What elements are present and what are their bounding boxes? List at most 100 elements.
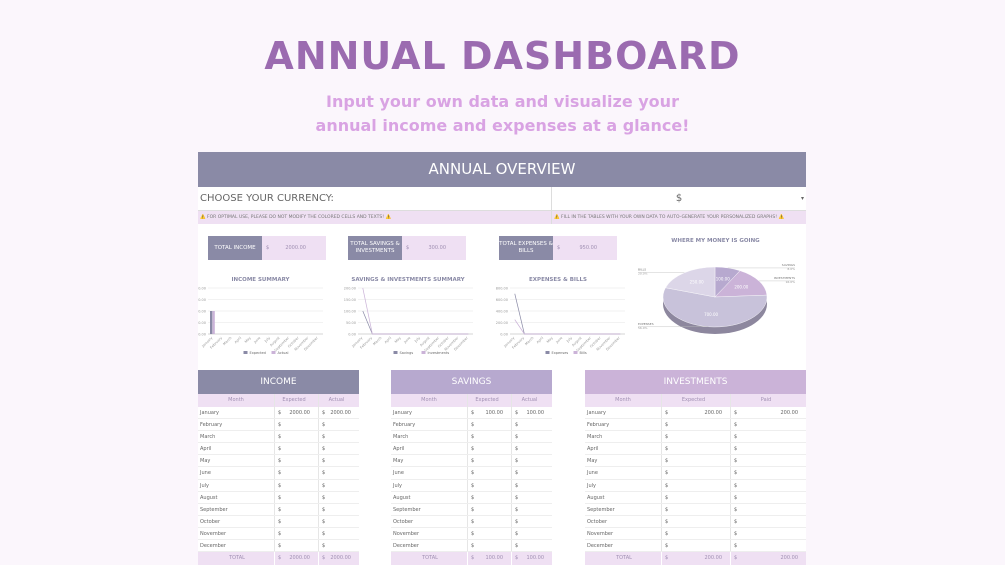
expected-cell[interactable]: $	[467, 515, 511, 527]
actual-cell[interactable]: $	[511, 431, 552, 443]
actual-cell[interactable]: $	[730, 467, 806, 479]
total-label: TOTAL	[229, 555, 245, 562]
expected-cell[interactable]: $	[467, 443, 511, 455]
actual-cell[interactable]: $	[318, 479, 359, 491]
expected-cell[interactable]: $	[274, 527, 318, 540]
actual-cell[interactable]: $	[511, 443, 552, 455]
actual-cell[interactable]: $2000.00	[318, 407, 359, 419]
actual-cell[interactable]: $	[730, 491, 806, 503]
actual-cell[interactable]: $	[511, 503, 552, 515]
expected-cell[interactable]: $	[661, 479, 730, 491]
pie-pct-label: 8.0%	[787, 267, 795, 271]
actual-cell[interactable]: $	[318, 503, 359, 515]
expected-cell[interactable]: $	[274, 491, 318, 503]
x-tick-label: July	[263, 336, 271, 344]
pie-value-label: 100.00	[716, 277, 730, 282]
actual-cell[interactable]: $	[318, 455, 359, 467]
expected-cell[interactable]: $	[661, 443, 730, 455]
actual-cell[interactable]: $	[730, 455, 806, 467]
pie-category-label: SAVINGS	[782, 263, 795, 267]
actual-cell[interactable]: $	[730, 527, 806, 540]
expected-cell[interactable]: $	[467, 431, 511, 443]
expected-cell[interactable]: $	[467, 419, 511, 431]
actual-cell[interactable]: $	[318, 515, 359, 527]
currency-symbol: $	[734, 434, 738, 441]
table-row: May $ $	[391, 455, 552, 468]
expected-cell[interactable]: $	[467, 455, 511, 467]
x-tick-label: August	[419, 335, 431, 347]
x-tick-label: December	[303, 335, 319, 351]
actual-cell[interactable]: $	[511, 419, 552, 431]
month-cell: January	[200, 410, 219, 416]
line-savings	[362, 310, 469, 335]
actual-cell[interactable]: $	[511, 479, 552, 491]
expected-cell[interactable]: $	[467, 503, 511, 515]
x-tick-label: March	[372, 336, 382, 346]
actual-cell[interactable]: $	[318, 419, 359, 431]
actual-cell[interactable]: $	[511, 455, 552, 467]
y-tick-label: 0.00	[500, 333, 508, 337]
expected-cell[interactable]: $	[661, 527, 730, 540]
actual-cell[interactable]: $	[730, 503, 806, 515]
actual-cell[interactable]: $	[318, 491, 359, 503]
expected-cell[interactable]: $	[274, 419, 318, 431]
expected-cell[interactable]: $	[274, 540, 318, 552]
currency-symbol: $	[515, 506, 519, 513]
expected-cell[interactable]: $	[661, 431, 730, 443]
expected-cell[interactable]: $	[467, 467, 511, 479]
actual-cell[interactable]: $	[730, 479, 806, 491]
expected-cell[interactable]: $	[661, 515, 730, 527]
actual-cell[interactable]: $	[730, 419, 806, 431]
expected-cell[interactable]: $100.00	[467, 407, 511, 419]
expected-cell[interactable]: $	[274, 503, 318, 515]
expected-cell[interactable]: $	[661, 455, 730, 467]
expected-cell[interactable]: $	[274, 455, 318, 467]
actual-cell[interactable]: $	[730, 443, 806, 455]
column-header: Expected	[467, 394, 511, 407]
currency-select[interactable]: $ ▾	[552, 187, 806, 211]
expected-cell[interactable]: $	[467, 527, 511, 540]
pie-pct-label: 20.0%	[638, 272, 648, 276]
actual-cell[interactable]: $	[511, 467, 552, 479]
legend-label: Expected	[250, 351, 266, 355]
expected-cell[interactable]: $	[467, 540, 511, 552]
overview-header: ANNUAL OVERVIEW	[198, 152, 806, 187]
table-row: January $2000.00 $2000.00	[198, 407, 359, 420]
expected-cell[interactable]: $	[467, 479, 511, 491]
actual-cell[interactable]: $	[318, 443, 359, 455]
actual-cell[interactable]: $	[511, 540, 552, 552]
table-row: July $ $	[391, 479, 552, 492]
actual-cell[interactable]: $	[511, 491, 552, 503]
expected-cell[interactable]: $200.00	[661, 407, 730, 419]
actual-cell[interactable]: $	[318, 540, 359, 552]
table-row: August $ $	[585, 491, 806, 504]
currency-symbol: $	[322, 446, 326, 453]
expected-cell[interactable]: $2000.00	[274, 407, 318, 419]
actual-cell[interactable]: $	[511, 515, 552, 527]
actual-cell[interactable]: $200.00	[730, 407, 806, 419]
expected-cell[interactable]: $	[467, 491, 511, 503]
actual-cell[interactable]: $	[318, 467, 359, 479]
actual-cell[interactable]: $	[730, 515, 806, 527]
expected-cell[interactable]: $	[661, 540, 730, 552]
actual-cell[interactable]: $	[511, 527, 552, 540]
pie-category-label: INVESTMENTS	[774, 276, 795, 280]
currency-symbol: $	[515, 543, 519, 550]
expected-cell[interactable]: $	[274, 443, 318, 455]
expected-cell[interactable]: $	[661, 419, 730, 431]
actual-cell[interactable]: $	[730, 431, 806, 443]
currency-value: $	[675, 193, 683, 204]
expected-cell[interactable]: $	[274, 515, 318, 527]
actual-cell[interactable]: $	[318, 431, 359, 443]
cell-value: 2000.00	[289, 410, 310, 416]
actual-cell[interactable]: $	[318, 527, 359, 540]
expected-cell[interactable]: $	[661, 491, 730, 503]
expected-cell[interactable]: $	[274, 479, 318, 491]
expected-cell[interactable]: $	[661, 467, 730, 479]
actual-cell[interactable]: $100.00	[511, 407, 552, 419]
total-row: TOTAL $200.00 $200.00	[585, 552, 806, 565]
actual-cell[interactable]: $	[730, 540, 806, 552]
expected-cell[interactable]: $	[274, 467, 318, 479]
expected-cell[interactable]: $	[274, 431, 318, 443]
expected-cell[interactable]: $	[661, 503, 730, 515]
